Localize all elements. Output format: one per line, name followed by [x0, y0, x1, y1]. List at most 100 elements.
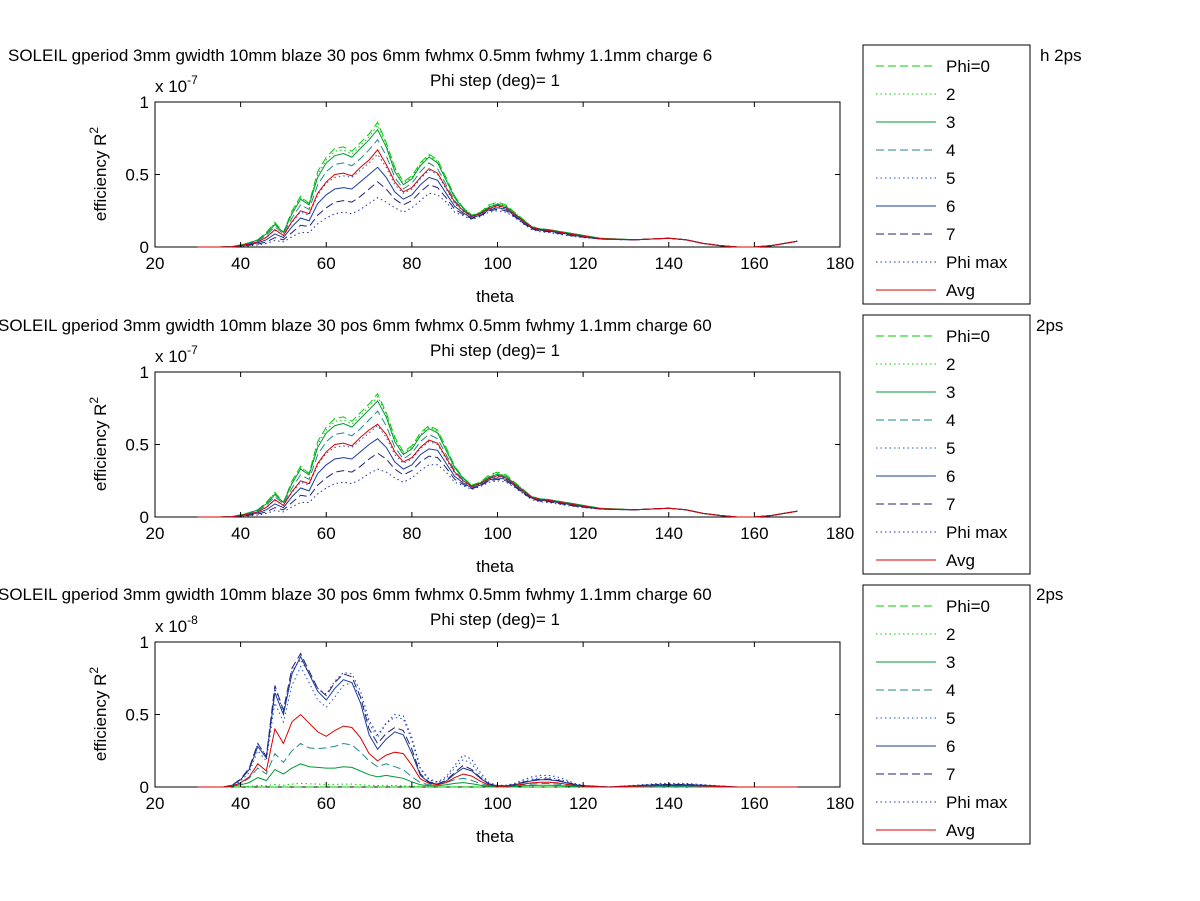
subplot-3-legend-label: 6 — [946, 737, 955, 756]
subplot-2-ytick-label: 1 — [140, 363, 149, 382]
subplot-1-legend-label: Avg — [946, 281, 975, 300]
subplot-2: SOLEIL gperiod 3mm gwidth 10mm blaze 30 … — [0, 314, 1063, 576]
subplot-2-ylabel: efficiency R2 — [87, 397, 110, 492]
subplot-1-xticks: 20 40 60 80 100 120 140 160 180 — [146, 102, 854, 273]
subplot-2-xtick-label: 180 — [826, 524, 854, 543]
subplot-2-legend-entries: Phi=0 2 3 4 5 6 7 Phi max Avg — [876, 327, 1008, 570]
subplot-3-xtick-label: 20 — [146, 794, 165, 813]
subplot-3-title-line1: SOLEIL gperiod 3mm gwidth 10mm blaze 30 … — [0, 585, 712, 604]
subplot-1-legend-label: 3 — [946, 113, 955, 132]
subplot-1-legend-label: 4 — [946, 141, 955, 160]
subplot-3-legend-label: 7 — [946, 765, 955, 784]
subplot-3-legend-entries: Phi=0 2 3 4 5 6 7 Phi max Avg — [876, 597, 1008, 840]
subplot-2-xtick-label: 80 — [402, 524, 421, 543]
subplot-3-legend: Phi=0 2 3 4 5 6 7 Phi max Avg — [862, 584, 1031, 845]
subplot-2-xtick-label: 20 — [146, 524, 165, 543]
subplot-1-xlabel: theta — [476, 287, 514, 306]
subplot-2-xlabel: theta — [476, 557, 514, 576]
subplot-1-xtick-label: 180 — [826, 254, 854, 273]
subplot-2-xtick-label: 60 — [317, 524, 336, 543]
subplot-1-ytick-label: 1 — [140, 93, 149, 112]
subplot-3-xlabel: theta — [476, 827, 514, 846]
subplot-1-series-group — [197, 121, 798, 248]
subplot-3-ylabel-text: efficiency R — [91, 674, 110, 762]
subplot-2-ylabel-sup: 2 — [87, 397, 101, 404]
subplot-1-title-line1-tail: h 2ps — [1040, 46, 1082, 65]
subplot-2-xtick-label: 160 — [740, 524, 768, 543]
subplot-2-legend: Phi=0 2 3 4 5 6 7 Phi max Avg — [862, 314, 1031, 575]
subplot-3-series-line-6 — [197, 655, 798, 788]
subplot-1-xtick-label: 120 — [569, 254, 597, 273]
subplot-3-xtick-label: 80 — [402, 794, 421, 813]
subplot-2-legend-label: 4 — [946, 411, 955, 430]
subplot-3-xtick-label: 180 — [826, 794, 854, 813]
subplot-1-plot-area: 20 40 60 80 100 120 140 160 180 00.51 — [125, 93, 854, 273]
subplot-2-xticks: 20 40 60 80 100 120 140 160 180 — [146, 372, 854, 543]
subplot-1-ylabel-text: efficiency R — [91, 134, 110, 222]
subplot-2-ytick-label: 0 — [140, 508, 149, 527]
subplot-3-ylabel: efficiency R2 — [87, 667, 110, 762]
subplot-1-legend-label: 7 — [946, 225, 955, 244]
subplot-3-legend-label: 4 — [946, 681, 955, 700]
subplot-1-legend-label: Phi=0 — [946, 57, 990, 76]
subplot-1-legend-label: 6 — [946, 197, 955, 216]
subplot-1: SOLEIL gperiod 3mm gwidth 10mm blaze 30 … — [8, 44, 1082, 306]
subplot-3-legend-box — [862, 584, 1031, 845]
subplot-1-series-line-2 — [197, 124, 798, 248]
subplot-1-ytick-label: 0 — [140, 238, 149, 257]
subplot-2-title-line1-tail: 2ps — [1036, 316, 1063, 335]
subplot-1-legend-entries: Phi=0 2 3 4 5 6 7 Phi max Avg — [876, 57, 1008, 300]
subplot-1-title-line2: Phi step (deg)= 1 — [430, 71, 560, 90]
subplot-2-yticks: 00.51 — [125, 363, 840, 527]
subplot-3-ylabel-sup: 2 — [87, 667, 101, 674]
subplot-2-series-group — [197, 392, 798, 518]
subplot-3-xtick-label: 140 — [655, 794, 683, 813]
subplot-3-plot-area: 20 40 60 80 100 120 140 160 180 00.51 — [125, 633, 854, 813]
subplot-1-ylabel: efficiency R2 — [87, 127, 110, 222]
subplot-2-xtick-label: 120 — [569, 524, 597, 543]
subplot-2-exponent-base: x 10 — [155, 347, 187, 366]
subplot-3-legend-label: Phi max — [946, 793, 1008, 812]
subplot-1-series-line-phi-max — [197, 192, 798, 248]
subplot-1-xtick-label: 140 — [655, 254, 683, 273]
subplot-2-exponent-power: -7 — [187, 343, 198, 357]
subplot-3-xtick-label: 160 — [740, 794, 768, 813]
subplot-1-legend-box — [862, 44, 1031, 305]
subplot-2-ytick-label: 0.5 — [125, 436, 149, 455]
subplot-1-exponent-base: x 10 — [155, 77, 187, 96]
subplot-3-ytick-label: 0 — [140, 778, 149, 797]
subplot-3-series-group — [197, 652, 798, 788]
subplot-3-xtick-label: 100 — [483, 794, 511, 813]
subplot-3-xticks: 20 40 60 80 100 120 140 160 180 — [146, 642, 854, 813]
subplot-2-xtick-label: 140 — [655, 524, 683, 543]
subplot-3-series-line-2 — [197, 782, 798, 788]
subplot-3-legend-label: Phi=0 — [946, 597, 990, 616]
subplot-1-xtick-label: 60 — [317, 254, 336, 273]
subplot-1-series-line-avg — [197, 148, 798, 248]
subplot-3-ytick-label: 0.5 — [125, 706, 149, 725]
subplot-3-series-line-phi-max — [197, 658, 798, 788]
subplot-3-xtick-label: 60 — [317, 794, 336, 813]
subplot-1-xtick-label: 160 — [740, 254, 768, 273]
subplot-3-exponent-base: x 10 — [155, 617, 187, 636]
subplot-2-legend-label: 7 — [946, 495, 955, 514]
subplot-3-series-line-avg — [197, 713, 798, 788]
subplot-3-yticks: 00.51 — [125, 633, 840, 797]
subplot-1-xtick-label: 100 — [483, 254, 511, 273]
subplot-3-exponent: x 10-8 — [155, 613, 198, 636]
subplot-1-xtick-label: 40 — [231, 254, 250, 273]
subplot-2-plot-area: 20 40 60 80 100 120 140 160 180 00.51 — [125, 363, 854, 543]
subplot-2-title-line2: Phi step (deg)= 1 — [430, 341, 560, 360]
subplot-3-legend-label: 3 — [946, 653, 955, 672]
subplot-3-xtick-label: 40 — [231, 794, 250, 813]
subplot-1-ylabel-sup: 2 — [87, 127, 101, 134]
subplot-2-legend-label: Phi max — [946, 523, 1008, 542]
subplot-2-exponent: x 10-7 — [155, 343, 198, 366]
subplot-2-legend-label: Phi=0 — [946, 327, 990, 346]
subplot-3: SOLEIL gperiod 3mm gwidth 10mm blaze 30 … — [0, 584, 1063, 846]
subplot-3-legend-label: Avg — [946, 821, 975, 840]
subplot-2-legend-box — [862, 314, 1031, 575]
subplot-3-title-line1-tail: 2ps — [1036, 585, 1063, 604]
subplot-1-exponent: x 10-7 — [155, 73, 198, 96]
